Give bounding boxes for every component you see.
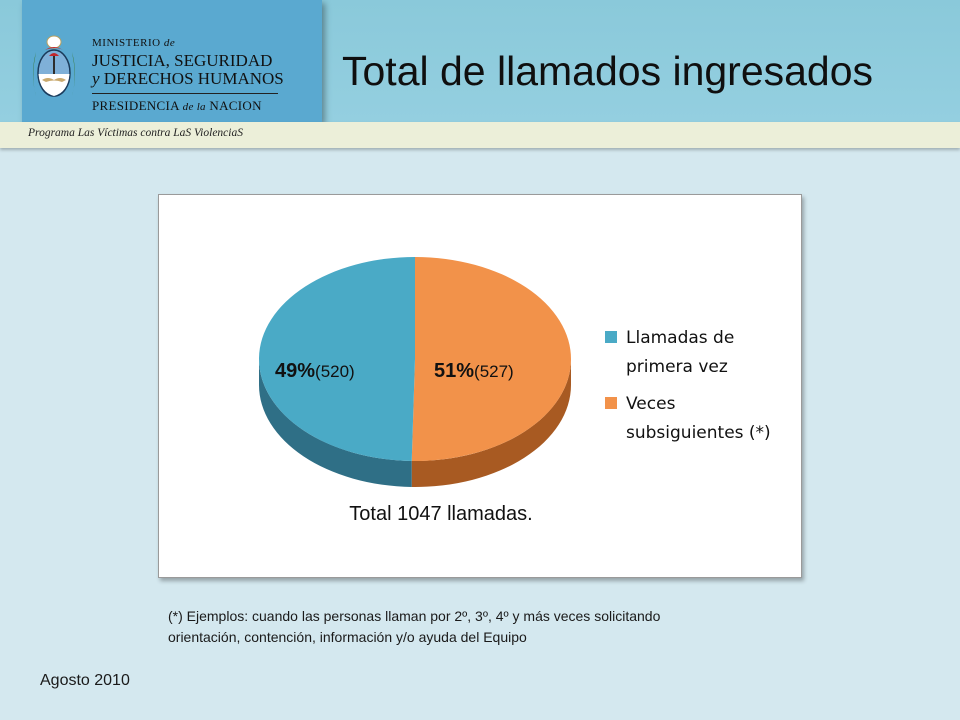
date-label: Agosto 2010 (40, 672, 130, 689)
footnote-line1: (*) Ejemplos: cuando las personas llaman… (168, 608, 661, 624)
slice-percent-1: 51% (434, 360, 474, 382)
ministry-line3-prefix: y (92, 69, 100, 88)
legend-label-1-1: subsiguientes (*) (626, 423, 771, 443)
footnote: (*) Ejemplos: cuando las personas llaman… (168, 606, 808, 648)
footnote-line2: orientación, contención, información y/o… (168, 629, 527, 645)
ministry-wordmark: MINISTERIO de JUSTICIA, SEGURIDAD y DERE… (92, 38, 284, 113)
ministry-logo: MINISTERIO de JUSTICIA, SEGURIDAD y DERE… (22, 0, 322, 122)
slice-count-1: (527) (474, 362, 514, 381)
pie-side-1 (411, 359, 571, 488)
header-bar: MINISTERIO de JUSTICIA, SEGURIDAD y DERE… (0, 0, 960, 122)
program-strip: Programa Las Víctimas contra LaS Violenc… (0, 122, 960, 148)
legend-label-0-0: Llamadas de (626, 328, 734, 348)
legend-label-1-0: Veces (626, 394, 676, 414)
presidency-end: NACION (209, 98, 262, 113)
slice-count-0: (520) (315, 362, 355, 381)
slice-label-0: 49%(520) (275, 360, 355, 382)
coat-of-arms-icon (33, 35, 75, 97)
ministry-line1: MINISTERIO (92, 37, 161, 49)
legend-label-0-1: primera vez (626, 357, 728, 377)
slice-label-1: 51%(527) (434, 360, 514, 382)
legend-swatch-0 (605, 331, 617, 343)
ministry-line2: JUSTICIA, SEGURIDAD (92, 51, 273, 70)
slice-percent-0: 49% (275, 360, 315, 382)
pie-side-0 (259, 359, 412, 487)
chart-frame: 49%(520) 51%(527) Llamadas de primera vez Ve… (158, 194, 802, 578)
slide-title: Total de llamados ingresados (342, 48, 874, 94)
presidency-mid: de la (182, 101, 206, 113)
pie-slice-0 (258, 257, 415, 461)
ministry-line1-suffix: de (163, 37, 176, 49)
presidency-label: PRESIDENCIA (92, 98, 180, 113)
program-name: Programa Las Víctimas contra LaS Violenc… (28, 127, 243, 139)
wordmark-rule (92, 93, 278, 94)
ministry-line3: DERECHOS HUMANOS (103, 69, 284, 88)
pie-slice-1 (411, 257, 571, 462)
pie-chart: 49%(520) 51%(527) Llamadas de primera vez Ve… (258, 257, 771, 525)
chart-annotation: Total 1047 llamadas. (349, 503, 532, 525)
legend-swatch-1 (605, 397, 617, 409)
